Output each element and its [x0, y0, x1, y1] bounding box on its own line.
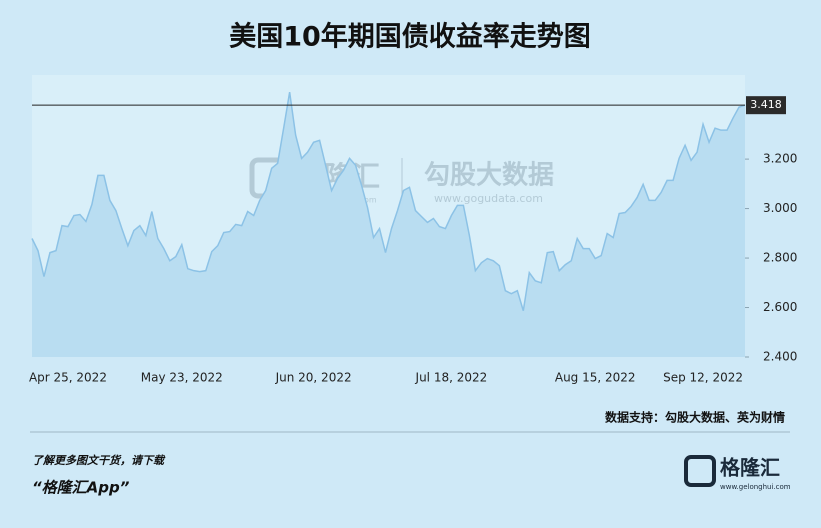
x-tick-label: May 23, 2022 — [141, 371, 223, 385]
footer-prompt: 了解更多图文干货，请下载 — [32, 454, 166, 467]
y-tick-label: 2.600 — [763, 300, 797, 314]
watermark-partner: 勾股大数据 — [424, 161, 554, 191]
logo-name: 格隆汇 — [720, 456, 780, 480]
source-note: 数据支持：勾股大数据、英为财情 — [605, 410, 785, 425]
reference-label: 3.418 — [750, 98, 782, 111]
plot: 2.400 2.600 2.800 3.000 3.200 Apr 25, 2022 May… — [29, 91, 797, 385]
x-tick-label: Apr 25, 2022 — [29, 371, 107, 385]
x-tick-label: Sep 12, 2022 — [663, 371, 743, 385]
y-tick-label: 2.400 — [763, 350, 797, 364]
chart-title: 美国10年期国债收益率走势图 — [229, 21, 591, 53]
x-tick-label: Aug 15, 2022 — [555, 371, 636, 385]
logo-url: www.gelonghui.com — [720, 483, 791, 491]
watermark: 格隆汇 www.gelonghui.com 勾股大数据 www.gogudata… — [249, 157, 554, 205]
x-tick-label: Jun 20, 2022 — [275, 371, 352, 385]
y-tick-label: 2.800 — [763, 251, 797, 265]
area — [32, 92, 745, 357]
y-tick-label: 3.200 — [763, 152, 797, 166]
y-tick-label: 3.000 — [763, 201, 797, 215]
line — [31, 91, 746, 311]
logo-icon — [684, 455, 716, 487]
footer-app: “格隆汇App” — [32, 479, 130, 497]
x-tick-label: Jul 18, 2022 — [415, 371, 488, 385]
reference-label-box — [746, 96, 786, 115]
watermark-partner-url: www.gogudata.com — [434, 192, 543, 205]
